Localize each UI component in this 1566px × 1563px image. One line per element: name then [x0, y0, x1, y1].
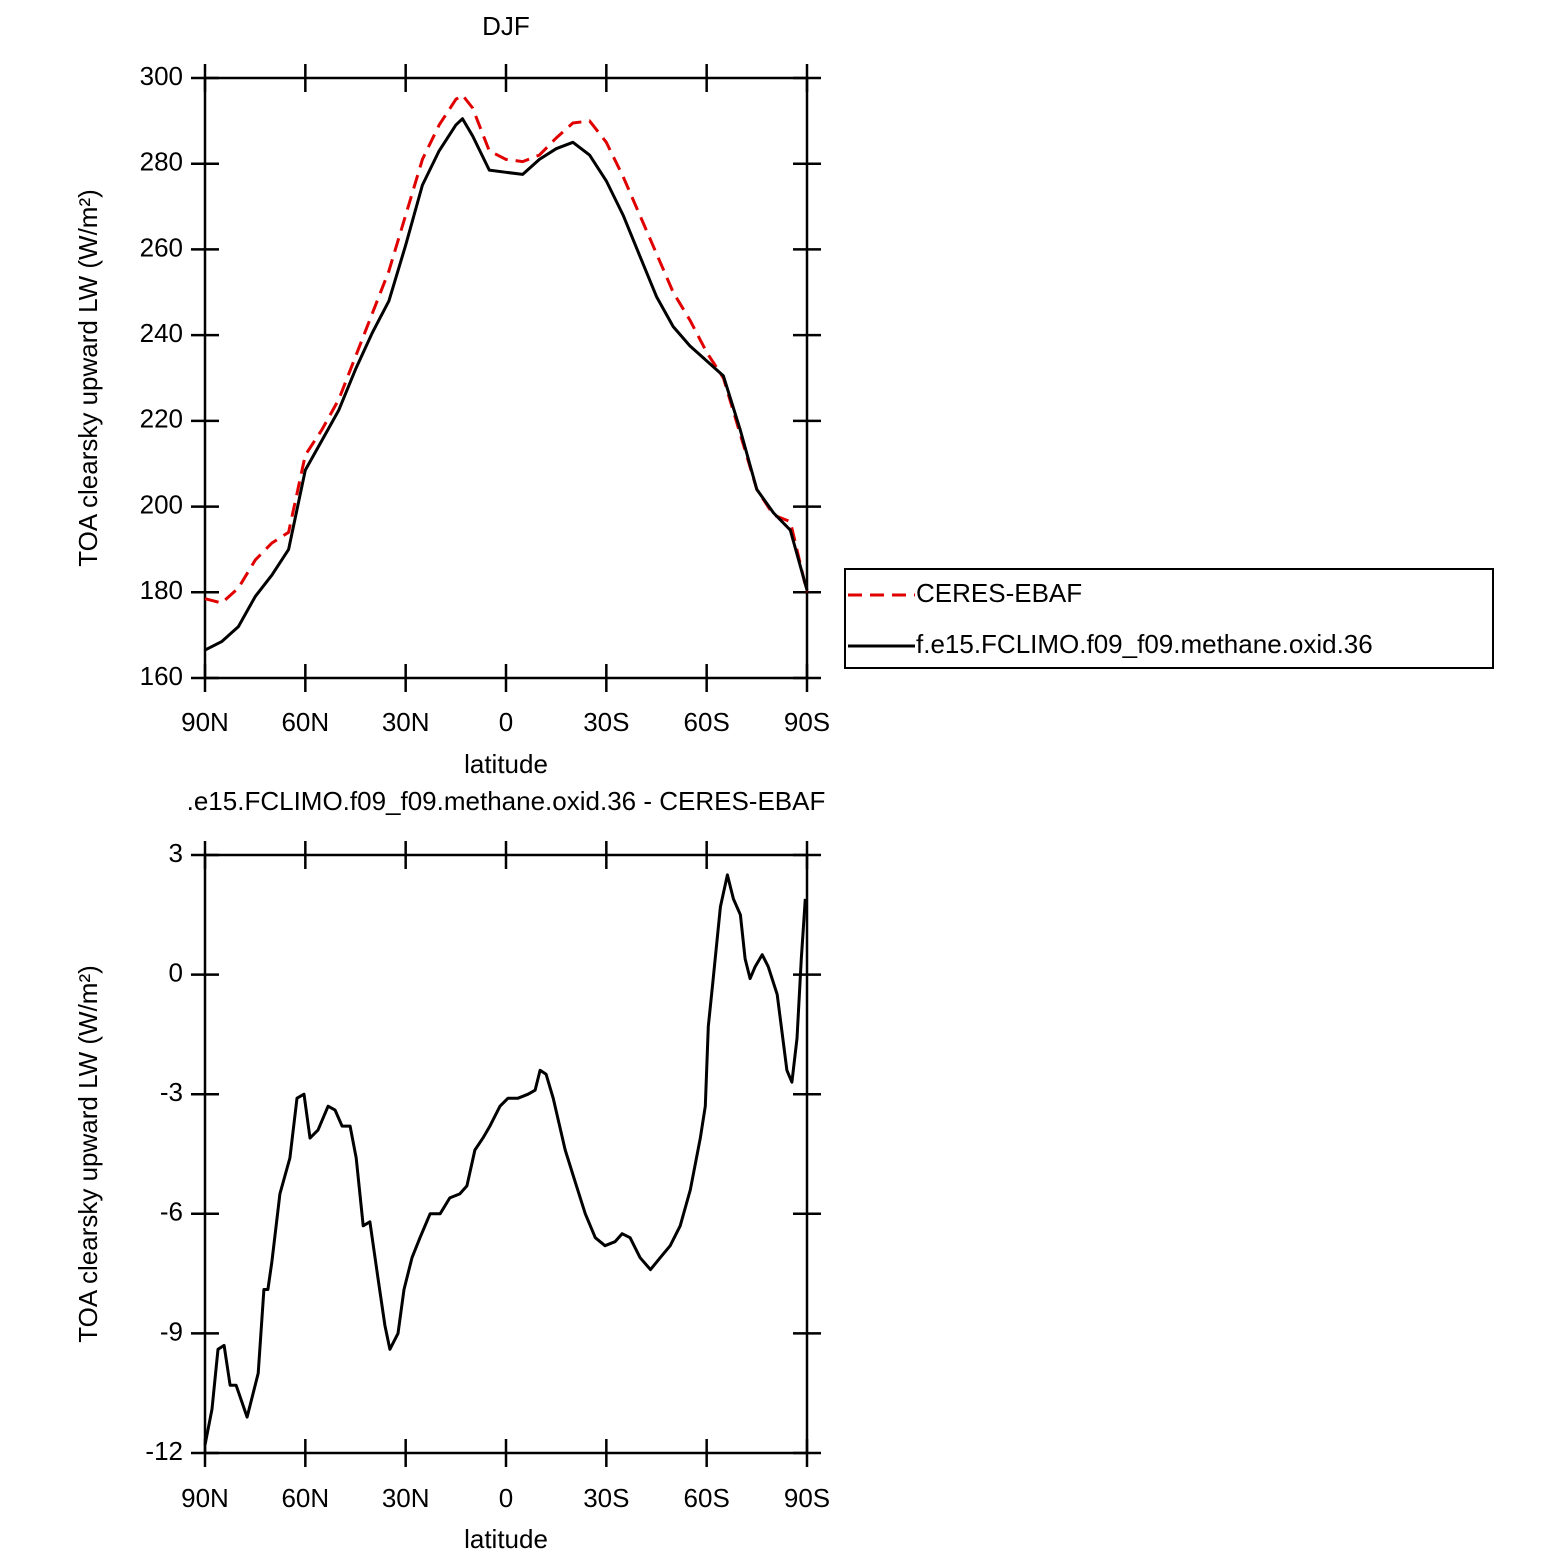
x-tick-label: 30N — [382, 1483, 430, 1513]
legend-box — [844, 568, 1494, 669]
y-axis-label: TOA clearsky upward LW (W/m²) — [73, 965, 103, 1343]
legend-label: f.e15.FCLIMO.f09_f09.methane.oxid.36 — [916, 629, 1373, 659]
y-tick-label: -3 — [160, 1077, 183, 1107]
y-tick-label: 160 — [140, 661, 183, 691]
x-tick-label: 0 — [499, 707, 513, 737]
x-tick-label: 90S — [784, 707, 830, 737]
x-axis-label: latitude — [464, 749, 548, 779]
x-tick-label: 90N — [181, 1483, 229, 1513]
x-tick-label: 30S — [583, 707, 629, 737]
x-tick-label: 60S — [684, 707, 730, 737]
y-tick-label: 220 — [140, 404, 183, 434]
x-axis-label: latitude — [464, 1524, 548, 1554]
y-tick-label: 260 — [140, 232, 183, 262]
x-tick-label: 60N — [281, 1483, 329, 1513]
data-line — [204, 93, 809, 605]
legend-label: CERES-EBAF — [916, 578, 1082, 608]
x-tick-label: 0 — [499, 1483, 513, 1513]
y-tick-label: 0 — [169, 957, 183, 987]
x-tick-label: 30N — [382, 707, 430, 737]
x-tick-label: 30S — [583, 1483, 629, 1513]
y-tick-label: 280 — [140, 147, 183, 177]
y-axis-label: TOA clearsky upward LW (W/m²) — [73, 189, 103, 567]
chart-title: DJF — [482, 11, 530, 41]
y-tick-label: 300 — [140, 61, 183, 91]
data-line — [204, 117, 809, 652]
y-tick-label: 180 — [140, 575, 183, 605]
chart-title: .e15.FCLIMO.f09_f09.methane.oxid.36 - CE… — [187, 786, 826, 816]
x-tick-label: 90S — [784, 1483, 830, 1513]
y-tick-label: 240 — [140, 318, 183, 348]
data-line — [203, 873, 807, 1446]
y-tick-label: 200 — [140, 489, 183, 519]
y-tick-label: 3 — [169, 838, 183, 868]
plot-frame — [203, 76, 809, 680]
y-tick-label: -12 — [145, 1436, 183, 1466]
x-tick-label: 60N — [281, 707, 329, 737]
x-tick-label: 90N — [181, 707, 229, 737]
y-tick-label: -6 — [160, 1197, 183, 1227]
plot-frame — [203, 853, 809, 1455]
y-tick-label: -9 — [160, 1316, 183, 1346]
x-tick-label: 60S — [684, 1483, 730, 1513]
